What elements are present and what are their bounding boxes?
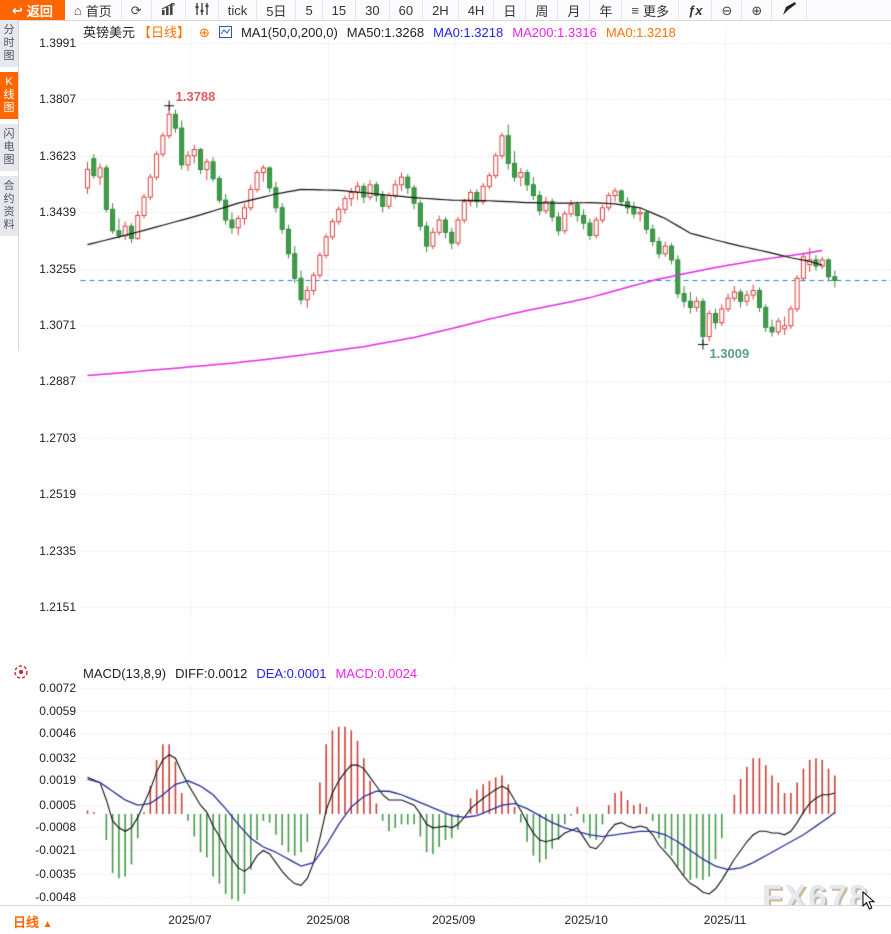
axis-tick-label: 1.3623 <box>39 148 76 163</box>
period-label: 【日线】 <box>138 25 191 40</box>
time-axis-month-label: 2025/10 <box>564 913 608 927</box>
symbol-name: 英镑美元 <box>83 25 136 40</box>
main-chart-header: 英镑美元 【日线】 ⊕ MA1(50,0,200,0) MA50:1.3268 MA0:1… <box>83 22 685 41</box>
period-footer-label: 日线 <box>13 915 40 930</box>
axis-tick-label: 1.3071 <box>39 318 76 332</box>
time-axis-month-label: 2025/08 <box>306 913 350 927</box>
period-up-triangle-icon: ▲ <box>42 919 53 930</box>
axis-tick-label: 0.0072 <box>39 681 76 695</box>
time-axis-bar: 日线 ▲ 2025/07 2025/08 2025/09 2025/10 2025/11 <box>0 905 891 934</box>
axis-tick-label: 1.2519 <box>39 487 76 502</box>
ma200-value: MA200:1.3316 <box>512 25 597 40</box>
axis-tick-label: 0.0046 <box>39 726 76 741</box>
macd-header: MACD(13,8,9) DIFF:0.0012 DEA:0.0001 MACD:0.… <box>83 666 426 681</box>
time-axis-month-label: 2025/11 <box>703 913 747 927</box>
axis-tick-label: 0.0019 <box>39 773 76 788</box>
dea-value: DEA:0.0001 <box>256 666 327 681</box>
high-price-annotation: 1.3788 <box>175 89 216 105</box>
axis-tick-label: 1.2151 <box>39 600 76 614</box>
low-price-annotation: 1.3009 <box>709 346 750 361</box>
axis-tick-label: 1.3255 <box>39 261 76 276</box>
axis-tick-label: 1.2703 <box>39 430 76 445</box>
ma50-value: MA50:1.3268 <box>346 25 425 40</box>
axis-tick-label: 1.3807 <box>39 92 76 107</box>
ma0-orange-value: MA0:1.3218 <box>605 25 676 40</box>
axis-tick-label: 1.2887 <box>39 374 76 389</box>
axis-tick-label: -0.0035 <box>35 867 76 882</box>
add-indicator-icon[interactable]: ⊕ <box>199 25 210 40</box>
time-axis-month-label: 2025/09 <box>432 913 476 927</box>
macd-label: MACD(13,8,9) <box>83 666 167 681</box>
axis-tick-label: 0.0032 <box>39 750 76 765</box>
ma0-blue-value: MA0:1.3218 <box>433 25 504 40</box>
axis-tick-label: -0.0008 <box>35 820 76 835</box>
axis-tick-label: 0.0005 <box>39 797 76 812</box>
period-footer-button[interactable]: 日线 ▲ <box>13 912 53 931</box>
mouse-cursor-icon <box>862 890 877 916</box>
axis-tick-label: 1.3439 <box>39 205 76 220</box>
axis-tick-label: -0.0021 <box>35 842 76 857</box>
diff-value: DIFF:0.0012 <box>175 666 248 681</box>
indicator-settings-icon[interactable] <box>12 663 30 681</box>
ma-settings-label: MA1(50,0,200,0) <box>240 25 338 40</box>
axis-tick-label: -0.0048 <box>35 890 76 904</box>
axis-tick-label: 1.2335 <box>39 543 76 558</box>
axis-tick-label: 0.0059 <box>39 703 76 718</box>
axis-tick-label: 1.3991 <box>39 36 76 50</box>
chart-thumb-icon <box>218 25 232 40</box>
time-axis-month-label: 2025/07 <box>168 913 212 927</box>
macd-value: MACD:0.0024 <box>335 666 418 681</box>
